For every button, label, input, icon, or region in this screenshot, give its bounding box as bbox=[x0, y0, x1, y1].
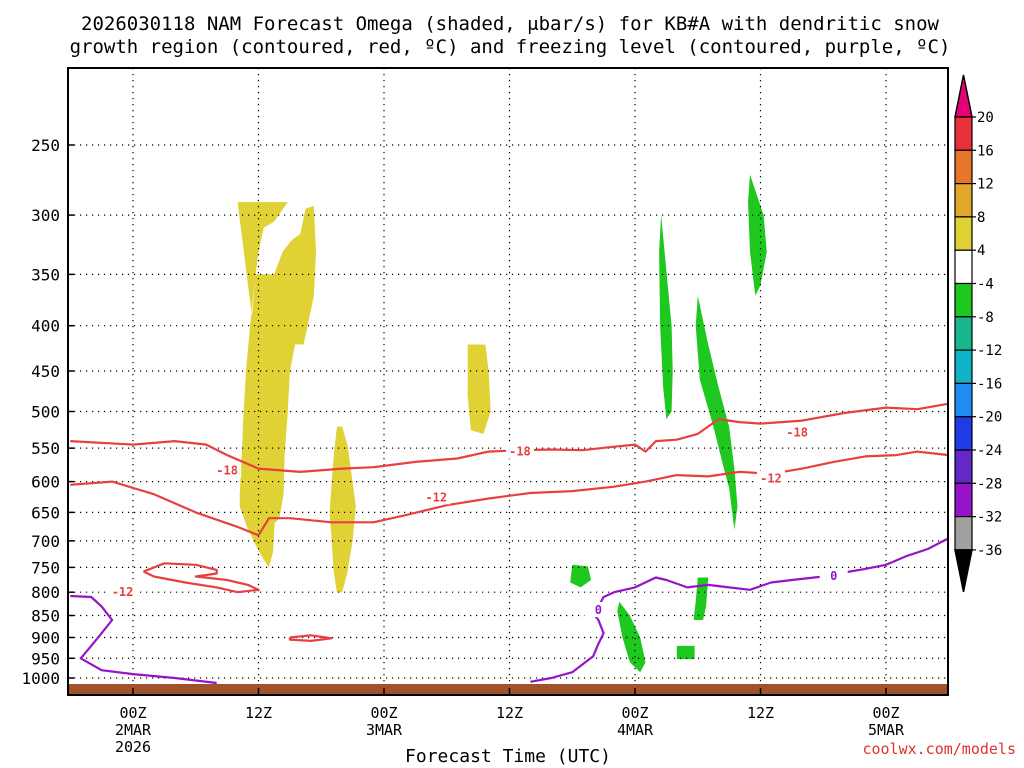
ground-layer bbox=[68, 684, 948, 695]
colorbar-label-6: -8 bbox=[977, 310, 994, 326]
xtick-label-0-2: 2MAR bbox=[115, 721, 152, 739]
colorbar: 20 16 12 8 4 -4 -8 -12 -16 -20 -24 -28 -32 -36 bbox=[954, 74, 1002, 593]
colorbar-label-9: -20 bbox=[977, 410, 1002, 426]
isotherm-minus-12-label-bg-2 bbox=[756, 470, 785, 486]
colorbar-label-11: -28 bbox=[977, 476, 1002, 492]
ytick-label-850: 850 bbox=[31, 607, 60, 626]
ytick-label-400: 400 bbox=[31, 317, 60, 336]
colorbar-label-2: 12 bbox=[977, 177, 994, 193]
freezing-level-right bbox=[530, 537, 950, 683]
ytick-label-700: 700 bbox=[31, 532, 60, 551]
colorbar-seg-8 bbox=[954, 349, 973, 385]
colorbar-seg-6 bbox=[954, 282, 973, 318]
freezing-level-left bbox=[70, 594, 217, 685]
colorbar-label-12: -32 bbox=[977, 510, 1002, 526]
colorbar-label-8: -16 bbox=[977, 376, 1002, 392]
xtick-label-48-2: 4MAR bbox=[617, 721, 654, 739]
ytick-label-950: 950 bbox=[31, 649, 60, 668]
isotherm-minus-12-low bbox=[143, 562, 260, 594]
colorbar-seg-7 bbox=[954, 316, 973, 351]
ytick-label-300: 300 bbox=[31, 206, 60, 225]
isotherm-minus-12-label-bg-0 bbox=[108, 584, 137, 600]
xtick-label-24-1: 00Z bbox=[370, 704, 397, 722]
colorbar-seg-10 bbox=[954, 416, 973, 451]
sinking-streak-a bbox=[659, 215, 673, 420]
freezing-level-right-label-1: 0 bbox=[830, 569, 837, 583]
freezing-level-right-label-bg-0 bbox=[584, 602, 613, 618]
freezing-level-right-label-0: 0 bbox=[595, 603, 602, 617]
isotherm-minus-18-label-bg-0 bbox=[213, 462, 242, 478]
isotherm-minus-18 bbox=[70, 402, 949, 473]
ytick-label-750: 750 bbox=[31, 558, 60, 577]
ground-band bbox=[68, 684, 948, 695]
ytick-label-450: 450 bbox=[31, 362, 60, 381]
colorbar-label-13: -36 bbox=[977, 543, 1002, 559]
colorbar-seg-1 bbox=[954, 116, 973, 151]
sinking-streak-b bbox=[695, 295, 738, 530]
isotherm-minus-18-label-1: -18 bbox=[509, 445, 531, 459]
colorbar-label-7: -12 bbox=[977, 343, 1002, 359]
xtick-label-24-2: 3MAR bbox=[366, 721, 403, 739]
isotherm-minus-12 bbox=[70, 450, 949, 537]
xtick-label-72-1: 00Z bbox=[872, 704, 899, 722]
colorbar-seg-5 bbox=[954, 249, 973, 285]
ytick-label-900: 900 bbox=[31, 628, 60, 647]
chart-title-line1: 2026030118 NAM Forecast Omega (shaded, μ… bbox=[81, 13, 939, 35]
ytick-label-600: 600 bbox=[31, 473, 60, 492]
isotherm-minus-18-label-bg-2 bbox=[783, 424, 812, 440]
xtick-label-36-1: 12Z bbox=[496, 704, 523, 722]
ytick-label-550: 550 bbox=[31, 439, 60, 458]
chart-title-line2: growth region (contoured, red, ºC) and f… bbox=[70, 36, 951, 58]
isotherm-minus-12-loop bbox=[288, 634, 333, 643]
xtick-label-72-2: 5MAR bbox=[868, 721, 905, 739]
colorbar-seg-13 bbox=[954, 515, 973, 551]
isotherm-minus-12-label-0: -12 bbox=[112, 585, 134, 599]
colorbar-seg-4 bbox=[954, 216, 973, 251]
isotherm-minus-18-label-bg-1 bbox=[505, 443, 534, 459]
isotherm-minus-12-label-1: -12 bbox=[425, 490, 447, 504]
xtick-label-0-3: 2026 bbox=[115, 738, 151, 756]
xtick-label-48-1: 00Z bbox=[621, 704, 648, 722]
colorbar-bottom-arrow bbox=[954, 549, 973, 593]
freezing-level-right-label-bg-1 bbox=[819, 568, 848, 584]
colorbar-label-10: -24 bbox=[977, 443, 1002, 459]
colorbar-seg-3 bbox=[954, 183, 973, 218]
colorbar-label-4: 4 bbox=[977, 243, 985, 259]
ytick-label-800: 800 bbox=[31, 583, 60, 602]
sinking-blob-a bbox=[570, 564, 592, 588]
rising-blob-upper bbox=[467, 344, 491, 434]
colorbar-seg-12 bbox=[954, 482, 973, 518]
colorbar-label-5: -4 bbox=[977, 277, 994, 293]
isotherm-minus-12-label-2: -12 bbox=[760, 471, 782, 485]
ytick-label-250: 250 bbox=[31, 136, 60, 155]
colorbar-seg-2 bbox=[954, 149, 973, 185]
colorbar-label-0: 20 bbox=[977, 110, 994, 126]
sinking-blob-c bbox=[693, 577, 709, 620]
ytick-label-650: 650 bbox=[31, 503, 60, 522]
isotherm-minus-18-label-2: -18 bbox=[786, 425, 808, 439]
ytick-label-350: 350 bbox=[31, 265, 60, 284]
x-axis-label: Forecast Time (UTC) bbox=[405, 746, 611, 767]
xtick-label-0-1: 00Z bbox=[119, 704, 146, 722]
xtick-label-12-1: 12Z bbox=[245, 704, 272, 722]
sinking-blob-d bbox=[676, 645, 695, 660]
sinking-streak-upper bbox=[748, 174, 767, 296]
temperature-contours: -18 -18 -18 -12 -12 -12 0 0 bbox=[70, 402, 950, 685]
plot-frame bbox=[67, 67, 949, 696]
colorbar-label-1: 16 bbox=[977, 143, 994, 159]
colorbar-seg-11 bbox=[954, 449, 973, 484]
y-axis-ticks: 250 300 350 400 450 500 550 600 650 700 750 800 850 9… bbox=[21, 136, 74, 688]
isotherm-minus-12-label-bg-1 bbox=[422, 489, 451, 505]
ytick-label-500: 500 bbox=[31, 403, 60, 422]
credit-text: coolwx.com/models bbox=[862, 740, 1016, 758]
xtick-label-60-1: 12Z bbox=[747, 704, 774, 722]
sinking-blob-low bbox=[617, 601, 646, 673]
colorbar-label-3: 8 bbox=[977, 210, 985, 226]
ytick-label-1000: 1000 bbox=[21, 669, 60, 688]
isotherm-minus-18-label-0: -18 bbox=[216, 464, 238, 478]
colorbar-seg-9 bbox=[954, 382, 973, 418]
